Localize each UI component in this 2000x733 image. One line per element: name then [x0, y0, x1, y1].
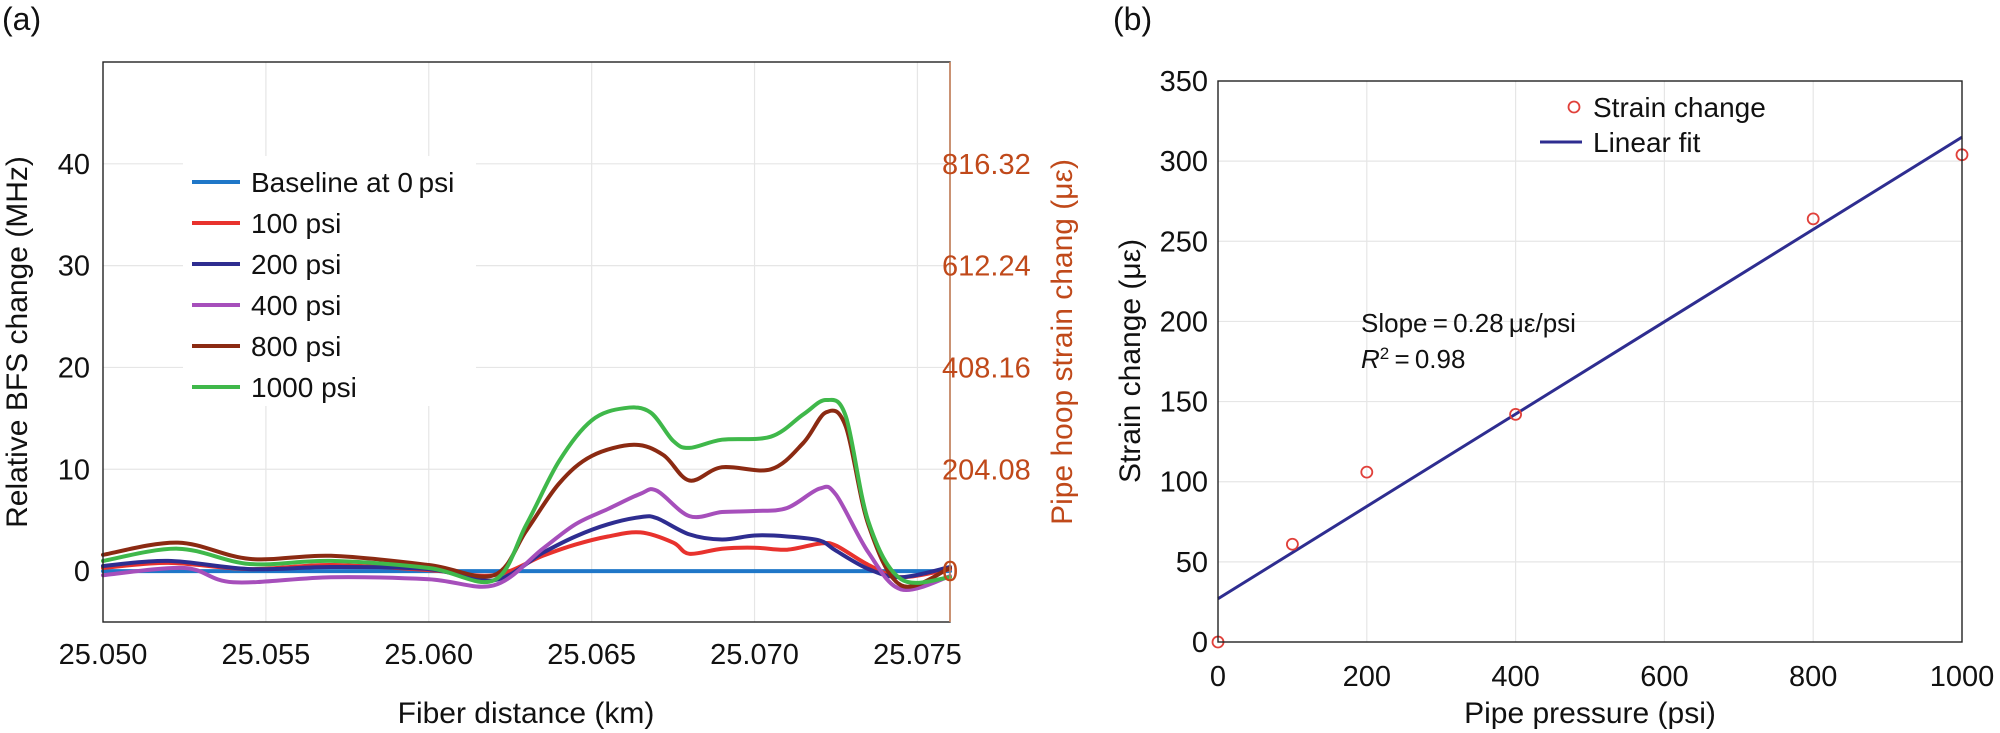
- panel-a-y-tick-label: 10: [58, 454, 90, 486]
- series-line-1000-psi: [101, 397, 952, 585]
- panel-a-right-y-axis-label: Pipe hoop strain chang (με): [1046, 159, 1079, 525]
- panel-b-y-tick-label: 200: [1160, 306, 1208, 338]
- panel-b-y-tick-label: 50: [1176, 547, 1208, 579]
- panel-b-y-axis-label: Strain change (με): [1114, 239, 1147, 483]
- panel-b: (b) 0 200 400 600 800 1000 0 50 100 150 200 250 300…: [1113, 1, 1994, 730]
- r-squared-symbol: R: [1361, 344, 1380, 374]
- panel-a-x-tick-label: 25.075: [873, 639, 962, 671]
- panel-b-y-tick-label: 300: [1160, 146, 1208, 178]
- legend-label-100psi: 100 psi: [251, 208, 341, 239]
- series-line-200-psi: [101, 514, 952, 583]
- slope-annotation: Slope = 0.28 με/psi: [1361, 308, 1576, 338]
- panel-b-x-tick-label: 600: [1640, 661, 1688, 693]
- panel-b-x-tick-label: 800: [1789, 661, 1837, 693]
- legend-label-1000psi: 1000 psi: [251, 372, 357, 403]
- panel-b-y-tick-label: 250: [1160, 226, 1208, 258]
- r-squared-value: = 0.98: [1389, 344, 1465, 374]
- panel-a-right-y-tick-label: 612.24: [942, 251, 1031, 283]
- panel-b-legend: Strain change Linear fit: [1540, 92, 1766, 158]
- strain-change-point: [1806, 212, 1820, 226]
- panel-a-x-tick-label: 25.060: [384, 639, 473, 671]
- panel-b-data-points: [1211, 148, 1969, 649]
- panel-a-right-y-tick-label: 408.16: [942, 352, 1031, 384]
- panel-a-x-tick-label: 25.065: [547, 639, 636, 671]
- panel-b-x-tick-labels: 0 200 400 600 800 1000: [1210, 661, 1994, 693]
- panel-b-y-tick-label: 100: [1160, 467, 1208, 499]
- series-line-800-psi: [101, 408, 952, 589]
- panel-a-right-y-tick-labels: 0 204.08 408.16 612.24 816.32: [942, 149, 1031, 588]
- panel-a-right-y-tick-label: 204.08: [942, 454, 1031, 486]
- strain-change-point: [1509, 407, 1522, 421]
- panel-a-series-lines: [101, 397, 952, 593]
- strain-change-point: [1286, 537, 1299, 551]
- panel-a-x-tick-label: 25.070: [710, 639, 799, 671]
- panel-a-x-axis-label: Fiber distance (km): [398, 697, 655, 730]
- panel-b-y-tick-label: 350: [1160, 66, 1208, 98]
- panel-a-y-tick-label: 40: [58, 149, 90, 181]
- panel-b-y-tick-label: 150: [1160, 387, 1208, 419]
- legend-label-200psi: 200 psi: [251, 249, 341, 280]
- panel-a-y-tick-label: 0: [74, 556, 90, 588]
- panel-b-plot-frame: [1217, 80, 1963, 643]
- series-line-100-psi: [101, 530, 952, 580]
- panel-a-x-tick-label: 25.055: [222, 639, 311, 671]
- panel-a-right-y-tick-label: 816.32: [942, 149, 1031, 181]
- panel-a-right-y-tick-label: 0: [942, 556, 958, 588]
- panel-b-x-tick-label: 400: [1491, 661, 1539, 693]
- panel-b-x-axis-label: Pipe pressure (psi): [1464, 697, 1716, 730]
- panel-b-label: (b): [1113, 1, 1152, 37]
- panel-a-x-tick-labels: 25.050 25.055 25.060 25.065 25.070 25.075: [59, 639, 962, 671]
- legend-marker-strain-change: [1567, 100, 1581, 114]
- panel-b-y-tick-label: 0: [1192, 627, 1208, 659]
- panel-b-x-tick-label: 0: [1210, 661, 1226, 693]
- panel-b-x-tick-label: 1000: [1930, 661, 1995, 693]
- panel-a-legend: Baseline at 0 psi 100 psi 200 psi 400 ps…: [183, 156, 476, 406]
- panel-a: (a) 25.050 25.055 25.060 25.065 25.070 25.075…: [1, 1, 1079, 730]
- linear-fit-line: [1217, 135, 1963, 600]
- panel-a-y-axis-label: Relative BFS change (MHz): [1, 156, 34, 528]
- panel-b-x-tick-label: 200: [1343, 661, 1391, 693]
- r-squared-annotation: R2 = 0.98: [1361, 344, 1465, 375]
- legend-label-linear-fit: Linear fit: [1593, 127, 1701, 158]
- strain-change-point: [1360, 465, 1374, 479]
- panel-a-legend-box: [183, 156, 476, 406]
- legend-label-baseline: Baseline at 0 psi: [251, 167, 454, 198]
- legend-label-800psi: 800 psi: [251, 331, 341, 362]
- panel-a-y-tick-labels: 0 10 20 30 40: [58, 149, 90, 588]
- legend-label-strain-change: Strain change: [1593, 92, 1766, 123]
- panel-b-grid: [1218, 81, 1962, 642]
- panel-a-y-tick-label: 30: [58, 251, 90, 283]
- panel-b-fit-line: [1217, 135, 1963, 600]
- r-squared-exponent: 2: [1380, 344, 1389, 363]
- panel-a-x-tick-label: 25.050: [59, 639, 148, 671]
- panel-b-y-tick-labels: 0 50 100 150 200 250 300 350: [1160, 66, 1208, 659]
- series-line-400-psi: [101, 484, 952, 593]
- panel-a-label: (a): [2, 1, 41, 37]
- panel-a-y-tick-label: 20: [58, 352, 90, 384]
- legend-label-400psi: 400 psi: [251, 290, 341, 321]
